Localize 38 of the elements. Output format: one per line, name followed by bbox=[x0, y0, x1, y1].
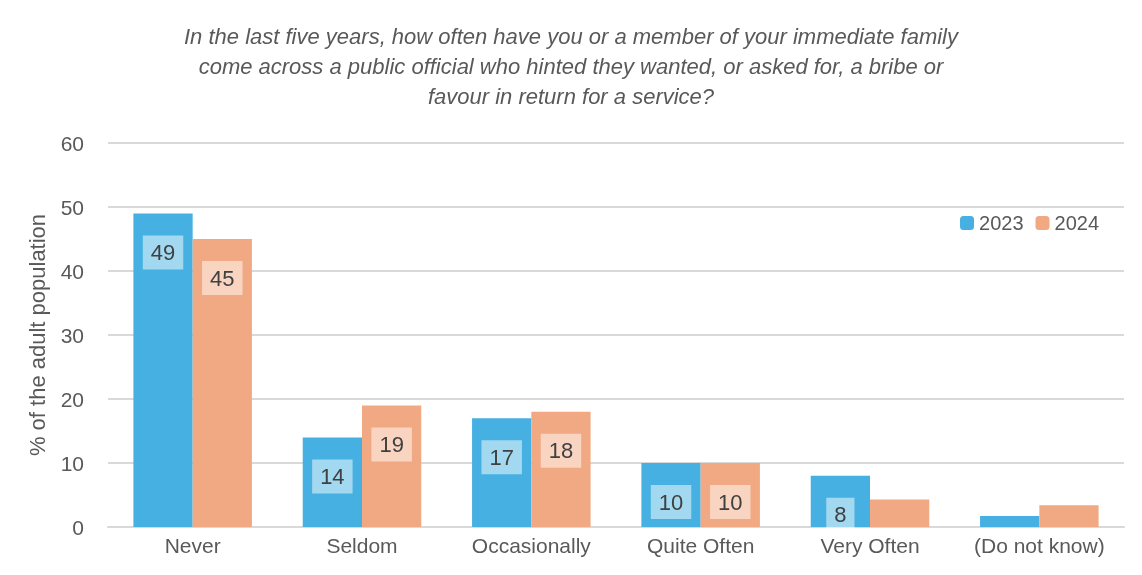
x-tick-label: Seldom bbox=[326, 534, 398, 557]
x-tick-label: Occasionally bbox=[471, 534, 592, 557]
bar bbox=[133, 213, 193, 527]
legend-label: 2023 bbox=[979, 212, 1024, 234]
bar bbox=[870, 499, 930, 527]
y-tick-label: 0 bbox=[72, 515, 84, 539]
bar bbox=[531, 411, 591, 527]
y-tick-label: 20 bbox=[60, 387, 84, 411]
bar bbox=[641, 463, 701, 527]
bar bbox=[192, 239, 252, 527]
data-label: 14 bbox=[320, 463, 345, 489]
y-tick-label: 40 bbox=[60, 259, 84, 283]
x-tick-label: Never bbox=[164, 534, 221, 557]
bar bbox=[362, 405, 422, 527]
x-tick-label: Quite Often bbox=[646, 534, 755, 557]
bar bbox=[980, 516, 1040, 527]
y-tick-label: 30 bbox=[60, 323, 84, 347]
x-tick-label: (Do not know) bbox=[973, 534, 1105, 557]
data-label: 49 bbox=[150, 239, 176, 265]
data-label: 17 bbox=[489, 444, 514, 470]
data-label: 45 bbox=[210, 265, 235, 291]
bar bbox=[810, 475, 870, 527]
bar bbox=[302, 437, 362, 527]
y-tick-label: 50 bbox=[60, 195, 84, 219]
bar bbox=[700, 463, 760, 527]
data-label: 19 bbox=[379, 431, 404, 457]
y-tick-label: 10 bbox=[60, 451, 84, 475]
y-tick-label: 60 bbox=[60, 131, 84, 155]
data-label: 10 bbox=[718, 489, 743, 515]
data-label: 8 bbox=[834, 502, 847, 528]
data-label: 18 bbox=[548, 438, 574, 464]
data-label: 10 bbox=[658, 489, 684, 515]
legend-label: 2024 bbox=[1054, 212, 1100, 234]
x-tick-label: Very Often bbox=[820, 534, 920, 557]
chart-title: In the last five years, how often have you or a member of your immediate family come across a public official who hinted they wanted, or asked for, a bribe or favour in return for a service? bbox=[183, 23, 960, 109]
bar bbox=[472, 418, 532, 527]
y-axis-title: % of the adult population bbox=[24, 213, 50, 457]
bar bbox=[1039, 505, 1099, 527]
